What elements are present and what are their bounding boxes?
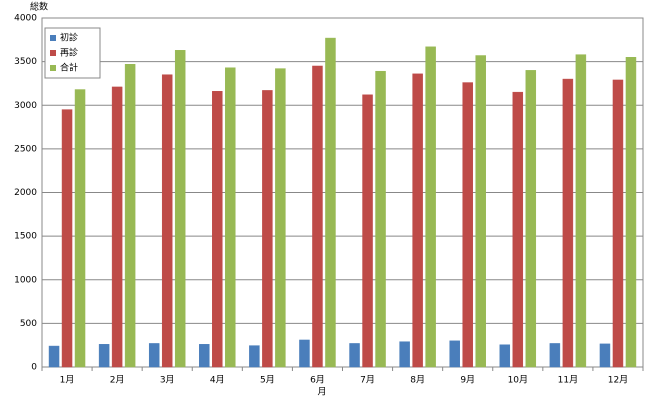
x-tick-label: 3月 <box>160 375 175 386</box>
bar <box>48 345 60 368</box>
y-tick-label: 2500 <box>14 144 37 154</box>
bar <box>575 54 587 368</box>
bar <box>425 46 436 368</box>
y-tick-label: 4000 <box>14 14 37 24</box>
legend-label: 合計 <box>60 62 78 74</box>
bar <box>148 343 160 368</box>
bar <box>199 344 210 368</box>
x-tick-label: 8月 <box>410 375 425 386</box>
bar <box>449 340 460 368</box>
bar <box>111 86 123 368</box>
y-tick-label: 500 <box>20 319 37 329</box>
bar <box>225 67 236 368</box>
bar <box>161 74 173 368</box>
x-tick-label: 10月 <box>508 375 528 386</box>
x-tick-label: 4月 <box>210 375 225 386</box>
bar <box>549 343 561 368</box>
bar <box>174 50 186 368</box>
x-tick-label: 1月 <box>60 375 75 386</box>
bar <box>599 343 611 368</box>
x-tick-label: 5月 <box>260 375 275 386</box>
bar <box>349 343 360 368</box>
x-tick-label: 12月 <box>608 375 628 386</box>
legend-swatch <box>50 50 56 56</box>
bar <box>299 339 310 368</box>
bar <box>124 63 136 368</box>
x-tick-label: 11月 <box>558 375 578 386</box>
bar <box>625 57 637 368</box>
legend-swatch <box>50 35 56 41</box>
legend-swatch <box>50 65 56 71</box>
bar <box>375 70 386 368</box>
bar <box>61 109 73 368</box>
y-tick-label: 0 <box>31 363 37 373</box>
bar <box>399 341 410 368</box>
bar <box>98 344 110 368</box>
x-tick-label: 2月 <box>110 375 125 386</box>
legend-label: 初診 <box>60 32 78 44</box>
bar <box>462 82 473 368</box>
bar <box>525 70 537 368</box>
x-tick-label: 7月 <box>360 375 375 386</box>
x-axis-label: 月 <box>317 387 326 398</box>
bar <box>312 65 323 368</box>
bar <box>512 91 524 368</box>
bar <box>212 91 223 368</box>
y-tick-label: 3000 <box>14 101 37 111</box>
x-tick-label: 9月 <box>460 375 475 386</box>
bar <box>74 89 86 368</box>
x-tick-label: 6月 <box>310 375 325 386</box>
y-tick-label: 1500 <box>14 232 37 242</box>
y-tick-label: 1000 <box>14 275 37 285</box>
y-tick-label: 2000 <box>14 188 37 198</box>
bar <box>562 78 574 368</box>
bar <box>325 37 336 368</box>
bar <box>612 79 624 368</box>
y-tick-label: 3500 <box>14 57 37 67</box>
bar <box>262 90 273 368</box>
bar <box>499 344 511 368</box>
bar <box>475 55 486 368</box>
y-axis-label: 総数 <box>30 1 48 13</box>
bar <box>249 345 260 368</box>
legend-label: 再診 <box>60 47 78 59</box>
bar <box>362 94 373 368</box>
bar <box>412 73 423 368</box>
bar <box>275 68 286 368</box>
